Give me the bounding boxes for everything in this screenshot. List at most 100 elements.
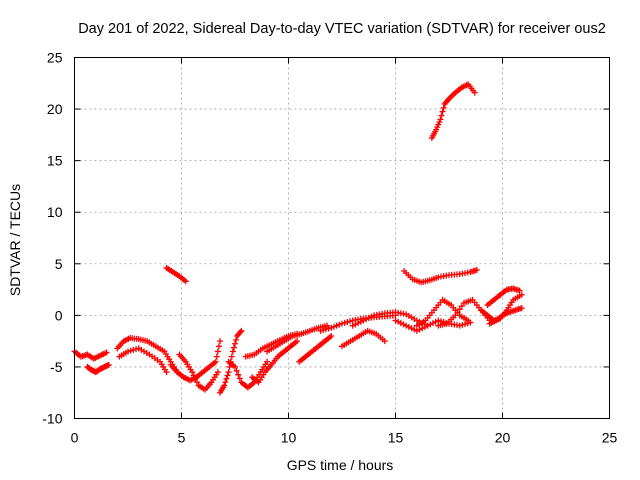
data-point — [163, 369, 170, 376]
series-track-g — [176, 351, 221, 393]
plot-frame — [74, 57, 610, 419]
data-point — [103, 349, 110, 356]
data-point — [438, 112, 445, 119]
series-track-e — [163, 264, 189, 285]
data-point — [419, 325, 426, 332]
data-point — [347, 318, 354, 325]
data-point — [339, 320, 345, 327]
x-tick-label: 15 — [388, 430, 404, 446]
data-point — [439, 108, 446, 115]
series-track-s — [428, 81, 478, 141]
data-point — [397, 320, 404, 327]
data-point — [408, 325, 415, 332]
data-point — [214, 348, 221, 355]
x-tick-label: 0 — [71, 430, 79, 446]
data-point — [233, 367, 240, 374]
data-point — [317, 327, 324, 334]
data-point — [230, 344, 237, 351]
data-point — [395, 318, 402, 325]
data-point — [381, 338, 388, 345]
data-point — [405, 323, 412, 330]
data-point — [518, 305, 525, 312]
series-track-h — [217, 327, 245, 396]
data-point — [221, 382, 228, 389]
y-tick-label: -5 — [50, 359, 63, 375]
data-point — [182, 278, 189, 285]
data-point — [435, 317, 442, 324]
data-point — [229, 348, 236, 355]
x-tick-label: 20 — [495, 430, 511, 446]
data-point — [125, 348, 131, 355]
data-point — [459, 321, 466, 328]
data-point — [105, 361, 112, 368]
series-track-l — [264, 322, 331, 355]
data-point — [236, 375, 243, 382]
data-point — [192, 375, 199, 382]
data-point — [363, 316, 370, 323]
data-point — [440, 104, 447, 111]
y-tick-label: 15 — [47, 153, 63, 169]
data-point — [214, 369, 221, 376]
data-point — [344, 319, 351, 326]
data-point — [413, 327, 420, 334]
data-point — [465, 317, 472, 324]
y-tick-label: 5 — [55, 256, 63, 272]
data-point — [341, 319, 348, 326]
data-point — [325, 325, 332, 332]
series-track-r — [401, 266, 480, 286]
data-point — [336, 321, 343, 328]
axis-ticks: 0 5 10 15 20 25 -10 -5 0 5 10 15 20 25 — [42, 50, 617, 446]
data-point — [228, 353, 235, 360]
data-point — [452, 312, 459, 319]
x-tick-label: 10 — [281, 430, 297, 446]
data-point — [127, 347, 134, 354]
data-point — [411, 326, 418, 333]
data-point — [365, 314, 372, 321]
series-track-b — [84, 361, 112, 376]
y-tick-label: -10 — [42, 411, 62, 427]
data-point — [328, 332, 335, 339]
data-point — [328, 324, 335, 331]
data-point — [133, 346, 140, 353]
data-point — [403, 322, 410, 329]
series-track-k — [249, 338, 301, 386]
x-tick-label: 25 — [602, 430, 618, 446]
data-point — [217, 338, 224, 345]
data-point — [225, 369, 232, 376]
data-point — [224, 372, 231, 379]
data-point — [458, 303, 465, 310]
data-point — [212, 358, 219, 365]
y-tick-label: 0 — [55, 307, 63, 323]
data-point — [333, 322, 340, 329]
data-point — [235, 371, 242, 378]
series-track-m — [296, 332, 335, 365]
series-track-x — [486, 305, 525, 327]
data-point — [357, 318, 364, 325]
x-axis-label: GPS time / hours — [287, 457, 394, 473]
series-track-o — [339, 327, 388, 350]
data-point — [130, 346, 137, 353]
data-point — [189, 369, 196, 376]
data-point — [232, 363, 238, 370]
y-axis-label: SDTVAR / TECUs — [7, 184, 23, 296]
data-point — [456, 306, 463, 313]
data-point — [471, 89, 478, 96]
series-track-w — [484, 285, 523, 309]
data-point — [427, 321, 434, 328]
data-point — [473, 266, 480, 273]
data-point — [264, 358, 271, 365]
data-point — [444, 97, 451, 104]
data-point — [518, 291, 525, 298]
y-tick-label: 25 — [47, 50, 63, 66]
data-point — [454, 309, 461, 316]
data-point — [432, 318, 439, 325]
data-point — [360, 317, 367, 324]
data-point — [424, 322, 431, 329]
data-point — [437, 116, 444, 123]
data-point — [213, 353, 220, 360]
y-tick-label: 20 — [47, 101, 63, 117]
data-point — [294, 338, 301, 345]
data-point — [237, 329, 244, 336]
data-point — [322, 326, 329, 333]
data-point — [232, 340, 238, 347]
